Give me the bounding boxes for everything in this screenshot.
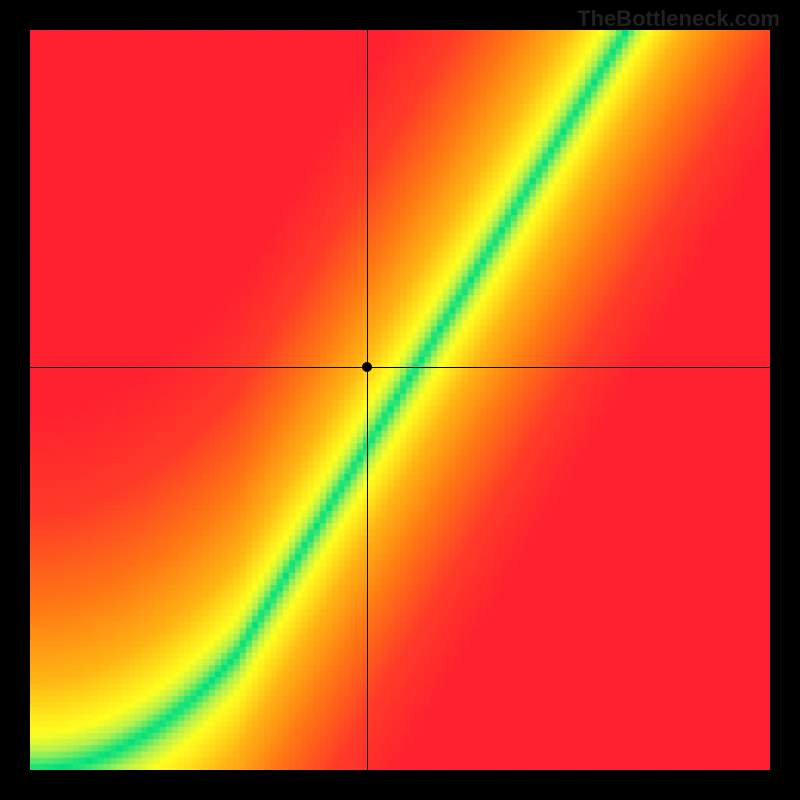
watermark-text: TheBottleneck.com: [577, 6, 780, 32]
chart-container: TheBottleneck.com: [0, 0, 800, 800]
data-point-marker: [362, 362, 372, 372]
heatmap-canvas: [30, 30, 770, 770]
crosshair-vertical: [367, 30, 368, 770]
crosshair-horizontal: [30, 367, 770, 368]
plot-area: [30, 30, 770, 770]
